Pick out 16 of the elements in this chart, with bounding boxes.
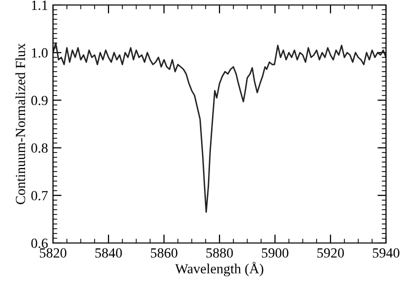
x-tick-label: 5880 xyxy=(206,248,233,258)
y-tick-label: 0.8 xyxy=(31,143,48,153)
x-tick-label: 5900 xyxy=(262,248,288,258)
x-tick-label: 5860 xyxy=(150,248,178,258)
x-axis-title: Wavelength (Å) xyxy=(175,262,264,276)
y-tick-label: 0.7 xyxy=(31,190,48,200)
y-tick-label: 1.0 xyxy=(32,48,48,58)
y-tick-label: 1.1 xyxy=(32,0,48,10)
x-tick-label: 5920 xyxy=(317,248,344,258)
y-tick-label: 0.9 xyxy=(31,96,48,106)
y-tick-label: 0.6 xyxy=(31,238,48,248)
line-series xyxy=(53,42,386,213)
y-axis-title: Continuum-Normalized Flux xyxy=(15,43,26,204)
x-tick-label: 5940 xyxy=(372,248,400,258)
x-tick-label: 5840 xyxy=(95,248,122,258)
x-tick-label: 5820 xyxy=(40,248,66,258)
